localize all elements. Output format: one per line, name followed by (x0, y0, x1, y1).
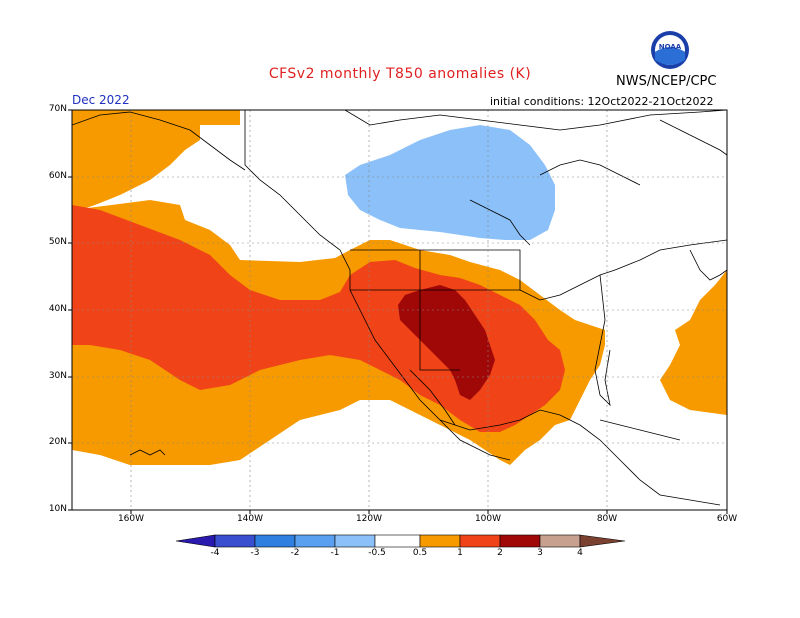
lon-label: 140W (236, 514, 264, 524)
anomaly-region-darkred (398, 285, 495, 400)
map-title: CFSv2 monthly T850 anomalies (K) (268, 66, 532, 82)
colorbar-segment (175, 534, 216, 548)
colorbar-segment (499, 534, 541, 548)
colorbar-label: 3 (537, 548, 543, 558)
colorbar-label: 1 (457, 548, 463, 558)
lat-label: 20N (48, 437, 67, 447)
noaa-logo-icon: NOAA (651, 31, 689, 69)
lat-label: 30N (48, 371, 67, 381)
anomaly-region-orange-atlantic (660, 270, 727, 415)
colorbar-segment (579, 534, 626, 548)
anomaly-region-red (72, 205, 565, 432)
lon-label: 100W (474, 514, 502, 524)
colorbar-label: -0.5 (368, 548, 386, 558)
colorbar-segment (294, 534, 336, 548)
anomaly-region-lightblue (345, 125, 555, 240)
colorbar-label: 0.5 (412, 548, 428, 558)
forecast-month: Dec 2022 (72, 93, 130, 107)
initial-conditions: initial conditions: 12Oct2022-21Oct2022 (490, 95, 714, 108)
colorbar-segment (334, 534, 376, 548)
colorbar-segment (539, 534, 581, 548)
colorbar-segment (459, 534, 501, 548)
lat-label: 50N (48, 237, 67, 247)
anomaly-region-orange (72, 110, 240, 210)
agency-label: NWS/NCEP/CPC (616, 74, 717, 89)
colorbar-segment (374, 534, 421, 548)
colorbar-segment (214, 534, 256, 548)
colorbar-label: -3 (250, 548, 260, 558)
svg-text:NOAA: NOAA (659, 43, 682, 51)
colorbar-label: 4 (577, 548, 583, 558)
lon-label: 60W (716, 514, 738, 524)
colorbar-segment (254, 534, 296, 548)
colorbar-label: 2 (497, 548, 503, 558)
colorbar-label: -4 (210, 548, 220, 558)
lon-label: 120W (355, 514, 383, 524)
colorbar-label: -2 (290, 548, 300, 558)
lat-label: 70N (48, 104, 67, 114)
lat-label: 40N (48, 304, 67, 314)
colorbar-segment (419, 534, 461, 548)
colorbar-label: -1 (330, 548, 340, 558)
graticule (72, 110, 727, 510)
lon-label: 160W (117, 514, 145, 524)
coastlines (72, 110, 727, 506)
lat-label: 60N (48, 171, 67, 181)
lat-label: 10N (48, 504, 67, 514)
colorbar (175, 534, 626, 548)
lon-label: 80W (596, 514, 618, 524)
axis-ticks (68, 109, 728, 514)
